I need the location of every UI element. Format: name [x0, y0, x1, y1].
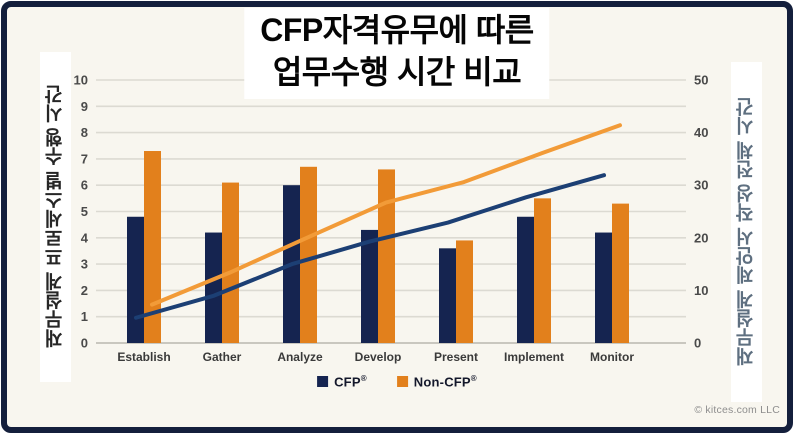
category-label-gather: Gather: [203, 350, 242, 364]
bar-cfp-present: [439, 248, 456, 343]
bar-noncfp-develop: [378, 169, 395, 343]
legend: CFP® Non-CFP®: [317, 374, 477, 389]
bar-noncfp-establish: [144, 151, 161, 343]
bar-noncfp-monitor: [612, 203, 629, 343]
category-label-develop: Develop: [355, 350, 402, 364]
line-cfp: [134, 173, 606, 320]
right-tick-10: 10: [694, 283, 708, 298]
left-tick-6: 6: [81, 178, 88, 193]
left-tick-7: 7: [81, 151, 88, 166]
left-tick-3: 3: [81, 257, 88, 272]
left-tick-10: 10: [74, 73, 88, 88]
legend-label-non-cfp: Non-CFP®: [413, 374, 477, 390]
legend-swatch-non-cfp: [396, 376, 408, 388]
bar-noncfp-present: [456, 240, 473, 343]
right-axis-title: 재무설계 제안서 작성 전체 시간: [731, 62, 762, 402]
chart-title-line2: 업무수행 시간 비교: [272, 53, 522, 90]
left-tick-9: 9: [81, 99, 88, 114]
legend-swatch-cfp: [317, 376, 329, 388]
bar-noncfp-analyze: [300, 166, 317, 343]
bar-cfp-gather: [205, 232, 222, 343]
left-tick-2: 2: [81, 283, 88, 298]
legend-label-cfp: CFP®: [334, 374, 367, 390]
right-tick-50: 50: [694, 73, 708, 88]
left-tick-8: 8: [81, 125, 88, 140]
bar-noncfp-gather: [222, 182, 239, 343]
legend-item-non-cfp: Non-CFP®: [396, 374, 477, 390]
left-tick-5: 5: [81, 204, 88, 219]
bar-cfp-implement: [517, 216, 534, 343]
chart-title-line1: CFP자격유무에 따른: [260, 12, 534, 48]
right-tick-40: 40: [694, 125, 708, 140]
line-noncfp: [150, 123, 622, 307]
left-axis-title: 재무설계 프로세스별 수행 시간: [40, 52, 71, 382]
chart-title: CFP자격유무에 따른 업무수행 시간 비교: [244, 8, 550, 100]
category-label-monitor: Monitor: [590, 350, 634, 364]
category-label-analyze: Analyze: [277, 350, 323, 364]
right-tick-0: 0: [694, 336, 701, 351]
legend-item-cfp: CFP®: [317, 374, 367, 389]
category-label-implement: Implement: [504, 350, 564, 364]
left-tick-0: 0: [81, 336, 88, 351]
right-tick-20: 20: [694, 230, 708, 245]
category-label-present: Present: [434, 350, 478, 364]
bar-noncfp-implement: [534, 198, 551, 343]
category-label-establish: Establish: [117, 350, 170, 364]
copyright-text: © kitces.com LLC: [694, 404, 780, 416]
left-tick-1: 1: [81, 309, 88, 324]
right-tick-30: 30: [694, 178, 708, 193]
bar-cfp-monitor: [595, 232, 612, 343]
bar-cfp-develop: [361, 229, 378, 343]
bar-cfp-establish: [127, 216, 144, 343]
left-tick-4: 4: [81, 230, 89, 245]
